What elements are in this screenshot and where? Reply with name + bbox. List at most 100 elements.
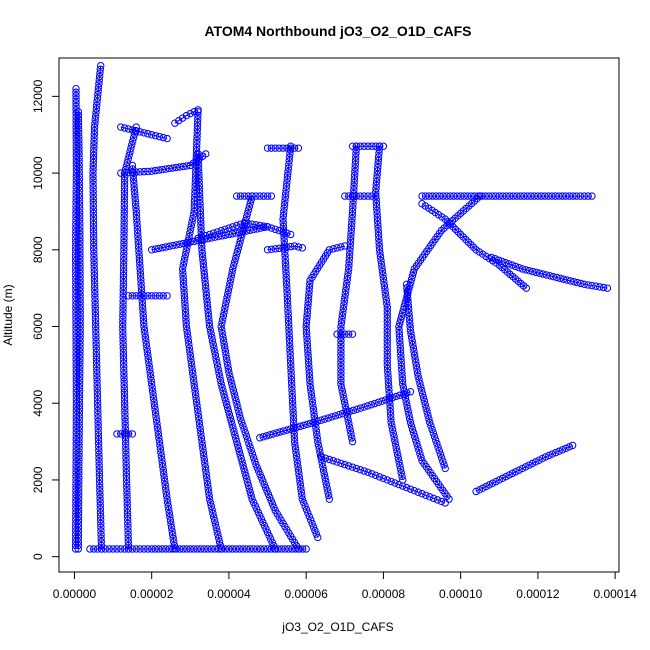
data-point: [395, 322, 403, 331]
data-point: [147, 376, 155, 385]
data-point: [213, 358, 221, 367]
data-point: [317, 453, 326, 461]
data-point: [76, 276, 84, 285]
data-point: [123, 494, 131, 502]
data-point: [563, 276, 571, 284]
data-point: [97, 523, 105, 531]
data-point: [286, 353, 295, 362]
data-point: [119, 271, 128, 280]
data-point: [530, 192, 539, 200]
data-point: [155, 545, 163, 553]
data-point: [548, 450, 557, 458]
data-point: [181, 250, 190, 259]
data-point: [199, 256, 207, 264]
data-point: [155, 244, 163, 253]
data-point: [339, 304, 348, 313]
data-point: [371, 192, 380, 200]
data-point: [74, 125, 83, 133]
data-point: [169, 241, 177, 250]
data-point: [374, 231, 383, 240]
data-point: [221, 225, 229, 234]
data-point: [349, 406, 358, 415]
data-point: [97, 519, 105, 528]
data-point: [213, 228, 222, 236]
data-point: [383, 353, 391, 362]
data-point: [236, 192, 245, 200]
data-point: [93, 395, 102, 404]
data-point: [383, 325, 391, 333]
data-point: [180, 258, 188, 266]
data-point: [584, 192, 592, 200]
data-point: [221, 231, 230, 239]
data-point: [76, 215, 84, 224]
data-point: [221, 545, 230, 553]
data-point: [76, 223, 84, 231]
data-point: [383, 307, 391, 315]
data-point: [123, 501, 131, 510]
data-point: [242, 545, 251, 553]
data-point: [249, 545, 258, 553]
data-point: [75, 197, 84, 206]
data-point: [234, 444, 243, 453]
data-point: [156, 445, 165, 453]
data-point: [75, 423, 83, 431]
data-point: [135, 250, 143, 259]
data-point: [249, 453, 258, 462]
data-point: [93, 101, 101, 110]
data-point: [216, 373, 224, 381]
data-point: [214, 545, 223, 553]
data-point: [219, 336, 228, 345]
data-point: [337, 362, 345, 370]
data-point: [94, 432, 103, 440]
data-point: [263, 528, 272, 537]
data-point: [341, 401, 349, 410]
data-point: [302, 319, 311, 327]
data-point: [314, 437, 322, 446]
data-point: [410, 432, 419, 441]
data-point: [414, 488, 422, 496]
data-point: [349, 193, 358, 201]
data-point: [72, 235, 80, 243]
data-point: [396, 465, 405, 473]
data-point: [169, 534, 177, 542]
data-point: [76, 219, 84, 228]
data-point: [94, 406, 102, 415]
data-point: [76, 315, 84, 324]
data-point: [245, 485, 254, 493]
data-point: [408, 272, 417, 280]
data-point: [409, 268, 418, 277]
data-point: [225, 224, 233, 232]
data-point: [97, 527, 105, 535]
data-point: [335, 411, 343, 419]
data-point: [146, 365, 154, 374]
data-point: [213, 527, 221, 535]
data-point: [279, 244, 287, 252]
data-point: [439, 457, 447, 466]
data-point: [396, 461, 404, 470]
data-point: [92, 105, 101, 113]
data-point: [136, 545, 144, 553]
data-point: [75, 150, 83, 158]
data-point: [294, 463, 302, 471]
data-point: [125, 151, 133, 160]
data-point: [139, 315, 148, 324]
data-point: [75, 470, 83, 478]
data-point: [136, 128, 144, 136]
data-point: [240, 464, 248, 473]
data-point: [75, 416, 84, 424]
data-point: [89, 169, 97, 177]
data-point: [89, 155, 98, 163]
data-point: [179, 261, 188, 270]
data-point: [403, 404, 412, 413]
data-point: [195, 178, 203, 187]
data-point: [256, 192, 264, 200]
data-point: [179, 276, 188, 284]
data-point: [283, 229, 291, 237]
data-point: [254, 508, 262, 517]
data-point: [285, 328, 293, 336]
data-point: [120, 242, 128, 250]
data-point: [389, 429, 398, 437]
data-point: [93, 381, 101, 389]
data-point: [322, 481, 331, 489]
data-point: [395, 326, 403, 334]
